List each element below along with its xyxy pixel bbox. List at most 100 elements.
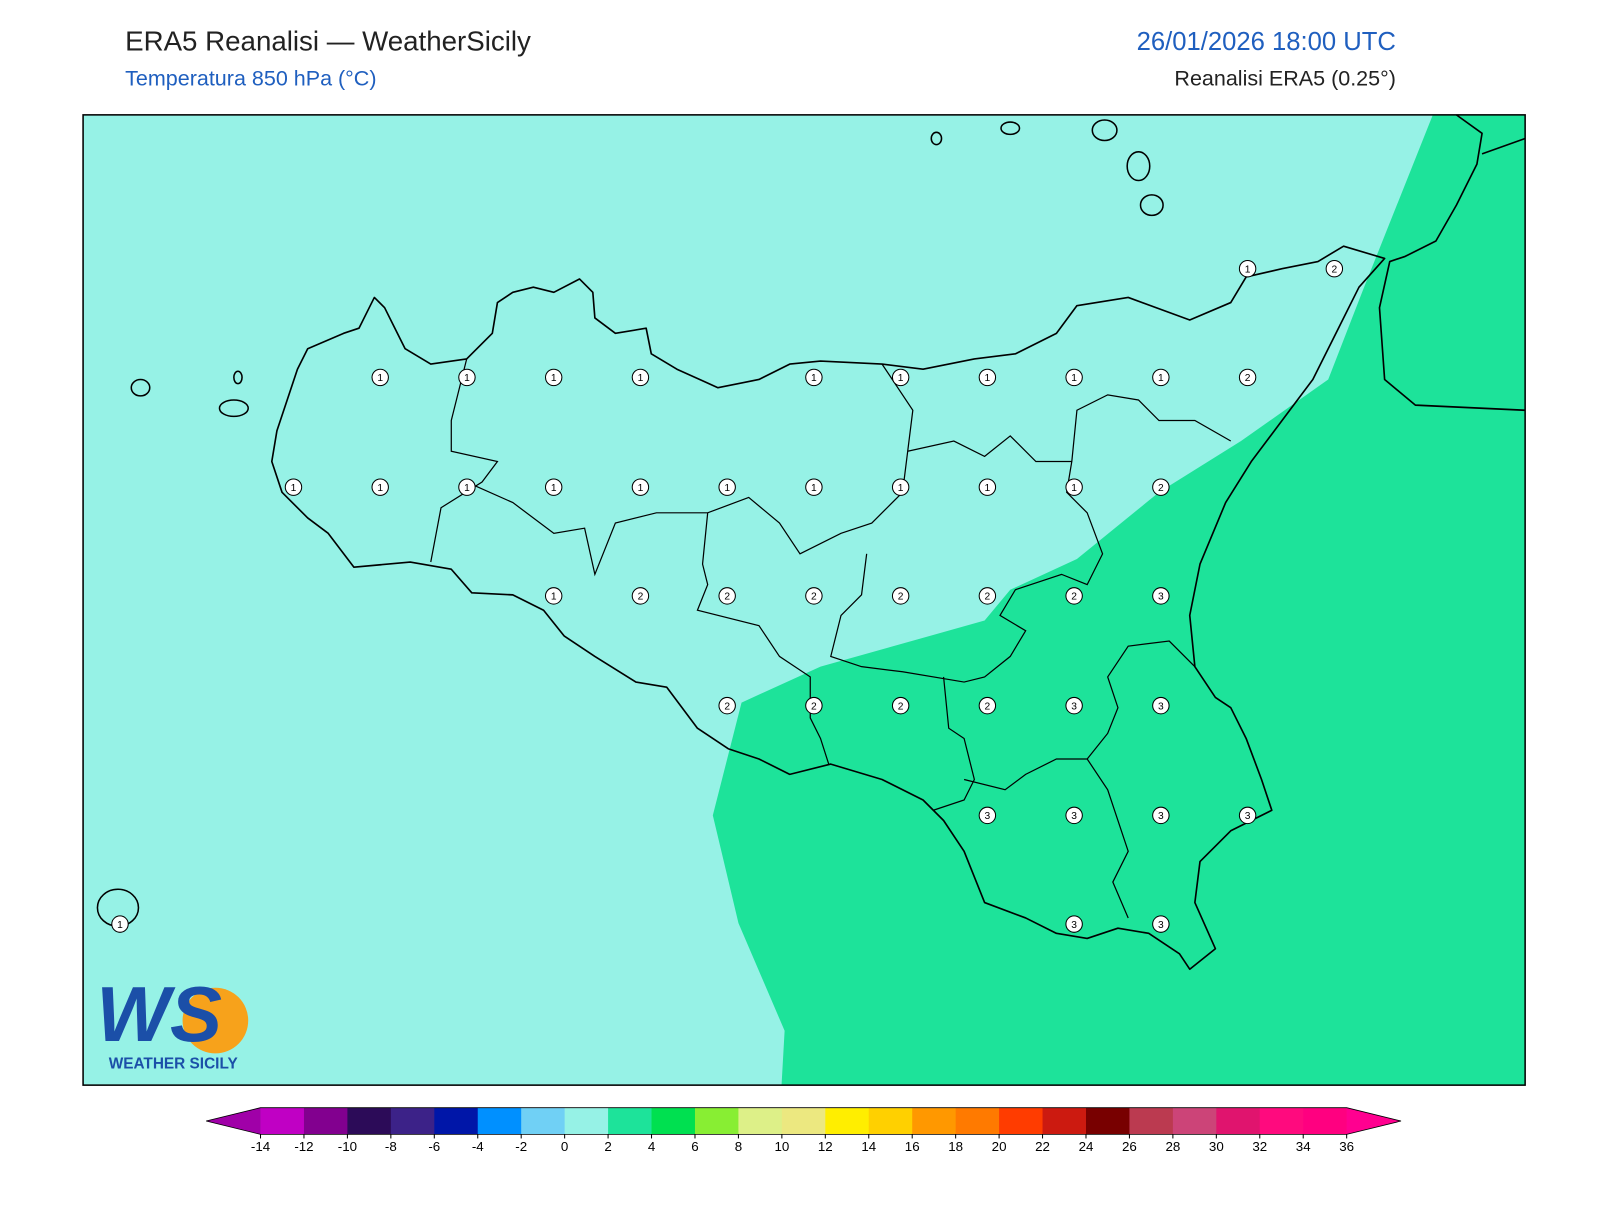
grid-point [1152,806,1170,825]
calabria-coast [1378,114,1526,412]
grid-value: 1 [377,373,383,384]
colorbar-bin [1042,1107,1087,1135]
colorbar-bin [738,1107,783,1135]
colorbar-tick-label: 2 [604,1139,611,1154]
colorbar-tick-label: 14 [861,1139,876,1154]
grid-value: 3 [1158,592,1164,603]
colorbar-tick-label: 10 [774,1139,789,1154]
colorbar-bin [521,1107,566,1135]
colorbar-bin [999,1107,1044,1135]
field-high [712,114,1526,1086]
grid-value: 2 [1331,264,1337,275]
grid-point [1065,368,1083,387]
grid-value: 3 [985,811,991,822]
grid-point [1152,587,1170,605]
colorbar-under [206,1107,261,1135]
grid-value: 1 [985,373,991,384]
colorbar-tick-label: -10 [338,1139,357,1154]
grid-value: 1 [551,483,557,494]
colorbar-bin [1303,1107,1348,1135]
colorbar-tick-label: 4 [648,1139,656,1154]
grid-value: 1 [1158,373,1164,384]
grid-value: 1 [117,920,123,931]
grid-point [1238,259,1257,278]
grid-point [891,696,910,715]
colorbar-tick-label: 36 [1339,1139,1354,1154]
colorbar-bin [825,1107,870,1135]
grid-point [805,696,823,715]
colorbar-tick-label: 22 [1035,1139,1050,1154]
grid-point [1152,915,1170,933]
colorbar-bin [912,1107,957,1135]
colorbar-bin [955,1107,1000,1135]
colorbar-tick-label: 8 [735,1139,742,1154]
grid-point [1065,478,1083,496]
grid-point [631,587,650,605]
colorbar-bin [694,1107,739,1135]
grid-value: 3 [1071,811,1077,822]
colorbar-bin [434,1107,479,1135]
colorbar-tick-label: -4 [472,1139,484,1154]
colorbar-over [1346,1107,1402,1135]
grid-point [718,587,736,605]
grid-point [805,478,823,496]
grid-point [1238,806,1257,825]
colorbar-bin [347,1107,392,1135]
grid-value: 1 [1071,483,1077,494]
grid-value: 3 [1158,701,1164,712]
colorbar-bin [1129,1107,1174,1135]
grid-value: 1 [985,483,991,494]
grid-value: 1 [811,483,817,494]
colorbar-tick-label: -2 [515,1139,527,1154]
colorbar-tick-label: 0 [561,1139,568,1154]
colorbar-tick-label: 32 [1252,1139,1267,1154]
logo: WS WEATHER SICILY [96,970,249,1073]
colorbar-bin [260,1107,305,1135]
grid-point [111,915,129,933]
grid-point [1065,587,1083,605]
colorbar-bin [781,1107,826,1135]
colorbar-bin [1259,1107,1304,1135]
grid-point [371,368,389,387]
grid-value: 2 [811,592,817,603]
grid-point [978,806,997,825]
colorbar-tick-label: -6 [428,1139,440,1154]
grid-value: 2 [638,592,644,603]
grid-point [284,478,303,496]
map-frame [82,114,1526,1086]
map: 1 2 1 1 1 1 1 1 1 1 1 2 1 1 1 1 1 1 1 1 1 1 2 1 2 2 2 2 2 2 3 2 2 2 2 3 3 3 3 3… [82,114,1526,1086]
grid-point [718,696,736,715]
grid-value: 1 [551,592,557,603]
datetime: 26/01/2026 18:00 UTC [1137,28,1396,56]
colorbar-bin [564,1107,609,1135]
grid-value: 1 [464,373,470,384]
source: Reanalisi ERA5 (0.25°) [1174,67,1395,91]
grid-value: 3 [1245,811,1251,822]
grid-point [631,478,650,496]
grid-point [1152,696,1170,715]
logo-sun [182,987,249,1054]
logo-text: WEATHER SICILY [109,1056,238,1073]
grid-point [1152,478,1170,496]
colorbar-bin [1085,1107,1130,1135]
grid-point [631,368,650,387]
subtitle: Temperatura 850 hPa (°C) [125,67,376,91]
colorbar-bin [868,1107,913,1135]
grid-value: 1 [724,483,730,494]
grid-point [1325,259,1344,278]
grid-point [805,368,823,387]
grid-value: 1 [1071,373,1077,384]
colorbar: -14 -12 -10 -8 -6 -4 -2 0 2 4 6 8 10 12 14 16 18 20 22 24 26… [206,1107,1402,1154]
grid-value: 2 [724,701,730,712]
colorbar-tick-label: 28 [1165,1139,1180,1154]
colorbar-tick-label: 20 [992,1139,1007,1154]
grid-point [891,587,910,605]
province-borders [430,358,1232,919]
grid-point [978,478,997,496]
grid-value: 1 [898,483,904,494]
colorbar-tick-label: 24 [1079,1139,1094,1154]
grid-point [544,368,563,387]
grid-point [1152,368,1170,387]
